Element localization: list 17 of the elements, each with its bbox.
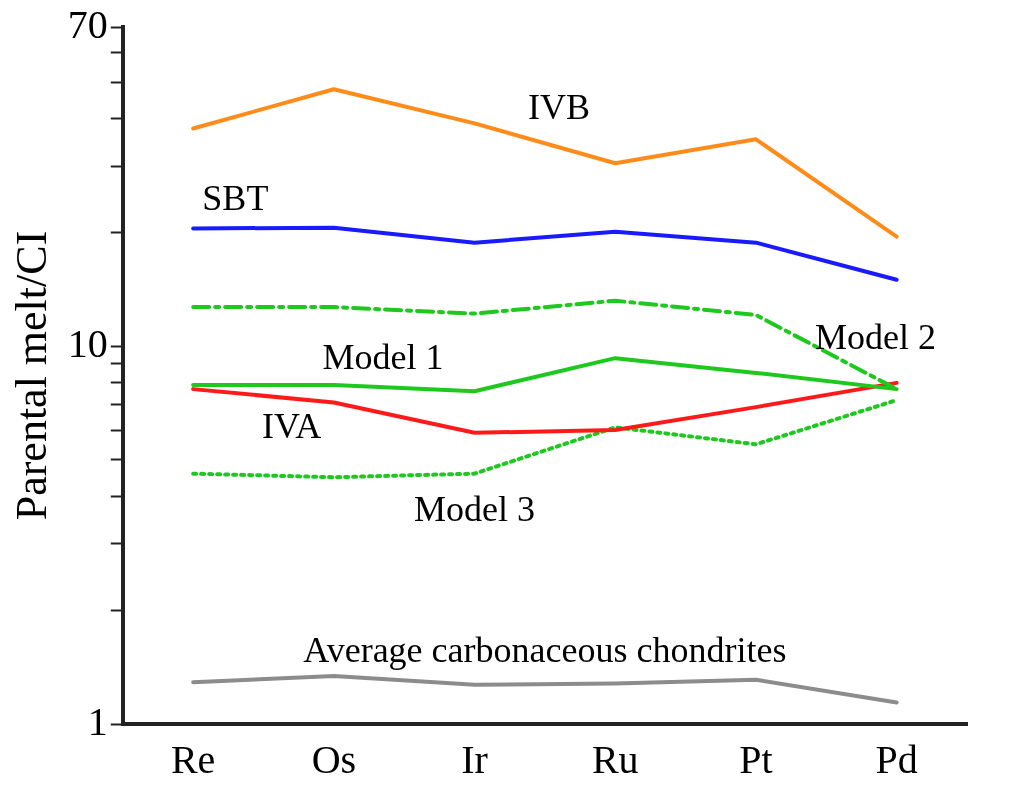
y-tick-label: 1: [87, 698, 108, 744]
x-tick-label: Os: [311, 736, 357, 782]
series-label: IVB: [527, 86, 590, 127]
series-label: Model 1: [322, 336, 444, 377]
x-tick-label: Re: [170, 736, 216, 782]
x-tick-label: Pd: [875, 736, 918, 782]
series-label: Average carbonaceous chondrites: [303, 629, 787, 670]
series-label: IVA: [261, 405, 322, 446]
y-tick-label: 70: [67, 1, 108, 47]
x-tick-label: Ru: [591, 736, 639, 782]
series-label: Model 2: [815, 317, 937, 358]
y-tick-label: 10: [67, 320, 108, 366]
x-tick-label: Ir: [461, 736, 488, 782]
series-label: Model 3: [414, 489, 536, 530]
x-tick-label: Pt: [739, 736, 773, 782]
y-axis-title: Parental melt/CI: [6, 230, 56, 521]
series-label: SBT: [202, 177, 269, 218]
